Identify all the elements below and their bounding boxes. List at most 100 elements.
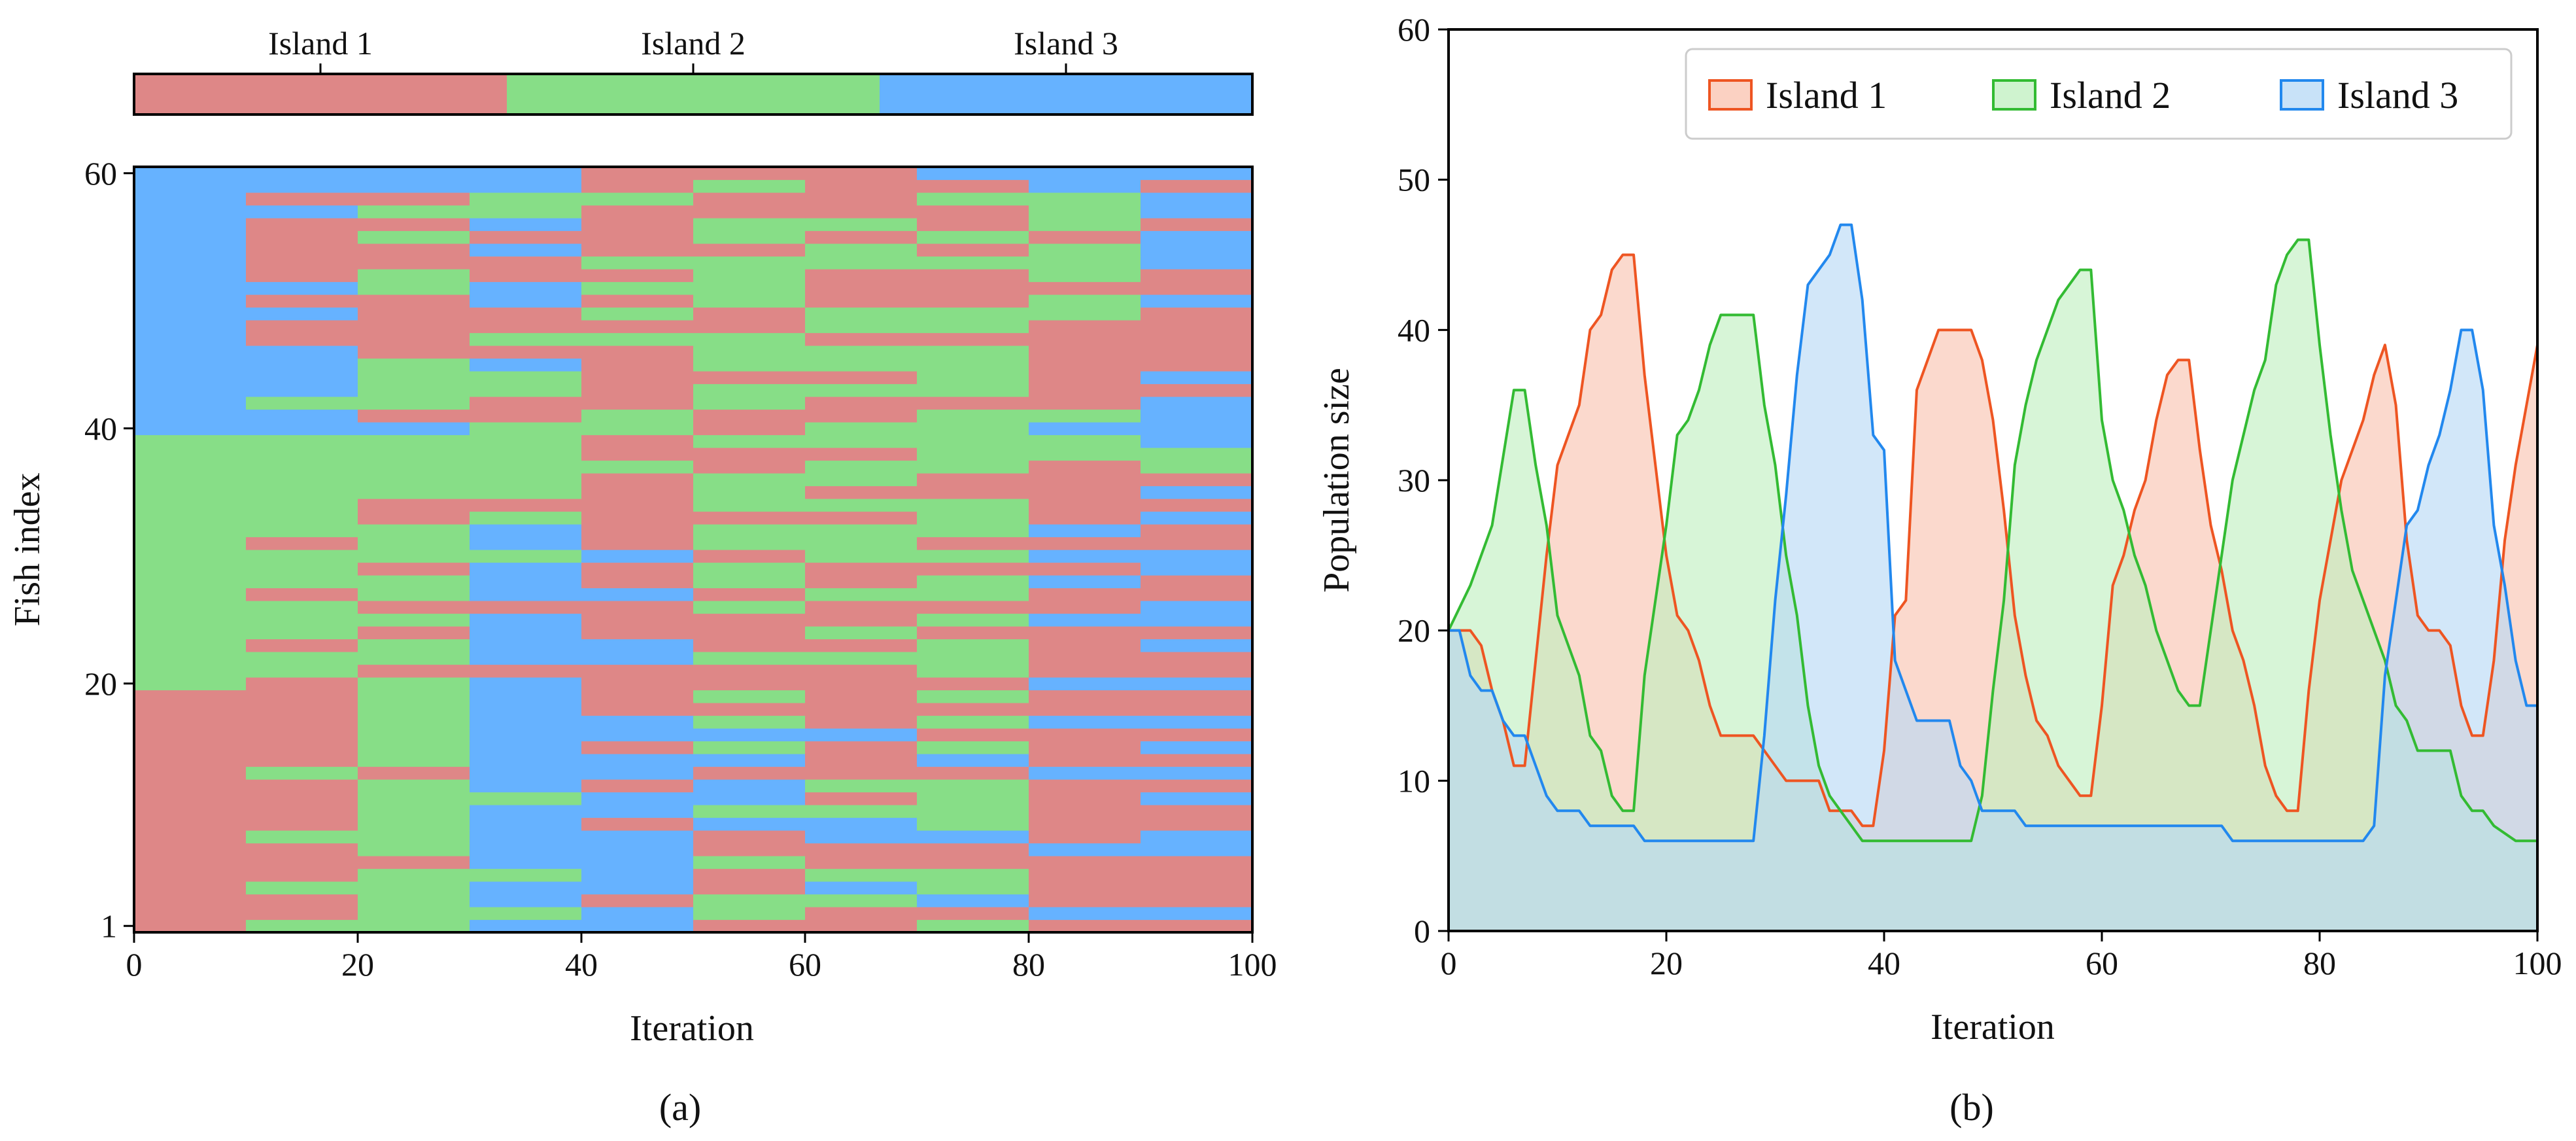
heatmap-cell-fish-13-block-9	[1141, 766, 1253, 780]
heatmap-cell-fish-24-block-4	[581, 626, 694, 640]
heatmap-cell-fish-46-block-3	[470, 345, 582, 359]
area-ytick-label: 0	[1414, 913, 1430, 949]
heatmap-cell-fish-30-block-9	[1141, 550, 1253, 563]
heatmap-cell-fish-29-block-0	[134, 562, 247, 576]
heatmap-cell-fish-39-block-5	[693, 434, 806, 448]
heatmap-cell-fish-18-block-3	[470, 703, 582, 716]
heatmap-cell-fish-26-block-0	[134, 601, 247, 614]
heatmap-cell-fish-38-block-3	[470, 448, 582, 461]
heatmap-cell-fish-46-block-2	[358, 345, 470, 359]
heatmap-cell-fish-49-block-9	[1141, 307, 1253, 321]
heatmap-cell-fish-49-block-7	[917, 307, 1029, 321]
heatmap-cell-fish-40-block-7	[917, 422, 1029, 436]
heatmap-cell-fish-18-block-5	[693, 703, 806, 716]
area-ytick-label: 30	[1398, 462, 1430, 499]
heatmap-cell-fish-9-block-4	[581, 817, 694, 831]
heatmap-cell-fish-14-block-2	[358, 754, 470, 767]
heatmap-cell-fish-23-block-6	[805, 639, 918, 652]
legend-label-1: Island 1	[1766, 74, 1887, 116]
heatmap-cell-fish-18-block-6	[805, 703, 918, 716]
heatmap-cell-fish-58-block-9	[1141, 192, 1253, 206]
heatmap-cell-fish-58-block-7	[917, 192, 1029, 206]
heatmap-cell-fish-52-block-3	[470, 269, 582, 283]
heatmap-cell-fish-30-block-3	[470, 550, 582, 563]
heatmap-cell-fish-26-block-6	[805, 601, 918, 614]
heatmap-cell-fish-53-block-8	[1029, 256, 1141, 270]
heatmap-cell-fish-15-block-8	[1029, 741, 1141, 754]
heatmap-cell-fish-15-block-2	[358, 741, 470, 754]
area-xtick-label: 20	[1650, 945, 1683, 981]
heatmap-cell-fish-48-block-7	[917, 320, 1029, 334]
heatmap-cell-fish-21-block-9	[1141, 664, 1253, 678]
heatmap-xtick-label: 0	[126, 946, 143, 983]
heatmap-cell-fish-37-block-7	[917, 460, 1029, 474]
heatmap-cell-fish-47-block-7	[917, 332, 1029, 346]
heatmap-cell-fish-18-block-8	[1029, 703, 1141, 716]
heatmap-cell-fish-49-block-3	[470, 307, 582, 321]
heatmap-cell-fish-58-block-4	[581, 192, 694, 206]
heatmap-cell-fish-36-block-1	[246, 473, 358, 487]
heatmap-cell-fish-60-block-7	[917, 167, 1029, 181]
heatmap-cell-fish-18-block-4	[581, 703, 694, 716]
heatmap-cell-fish-7-block-5	[693, 843, 806, 856]
heatmap-cell-fish-12-block-3	[470, 779, 582, 793]
heatmap-cell-fish-30-block-5	[693, 550, 806, 563]
heatmap-cell-fish-42-block-0	[134, 396, 247, 410]
legend-swatch-3	[2280, 79, 2324, 111]
heatmap-frame	[133, 166, 1254, 934]
heatmap-cell-fish-52-block-5	[693, 269, 806, 283]
panel-b-label: (b)	[1949, 1086, 1994, 1129]
heatmap-cell-fish-59-block-9	[1141, 179, 1253, 193]
heatmap-cell-fish-56-block-5	[693, 218, 806, 232]
heatmap-cell-fish-39-block-0	[134, 434, 247, 448]
heatmap-xtick-label: 80	[1012, 946, 1045, 983]
heatmap-cell-fish-7-block-1	[246, 843, 358, 856]
heatmap-cell-fish-31-block-7	[917, 536, 1029, 550]
heatmap-cell-fish-13-block-4	[581, 766, 694, 780]
heatmap-cell-fish-55-block-9	[1141, 230, 1253, 244]
heatmap-cell-fish-44-block-0	[134, 371, 247, 385]
heatmap-cell-fish-27-block-2	[358, 588, 470, 601]
heatmap-cell-fish-12-block-5	[693, 779, 806, 793]
heatmap-cell-fish-3-block-0	[134, 894, 247, 907]
heatmap-cell-fish-52-block-6	[805, 269, 918, 283]
heatmap-cell-fish-60-block-4	[581, 167, 694, 181]
heatmap-cell-fish-24-block-3	[470, 626, 582, 640]
heatmap-cell-fish-24-block-9	[1141, 626, 1253, 640]
heatmap-cell-fish-53-block-6	[805, 256, 918, 270]
heatmap-cell-fish-21-block-7	[917, 664, 1029, 678]
heatmap-cell-fish-31-block-1	[246, 536, 358, 550]
area-ylabel: Population size	[1316, 368, 1357, 593]
heatmap-cell-fish-24-block-1	[246, 626, 358, 640]
heatmap-cell-fish-23-block-7	[917, 639, 1029, 652]
heatmap-cell-fish-36-block-9	[1141, 473, 1253, 487]
heatmap-cell-fish-7-block-7	[917, 843, 1029, 856]
heatmap-cell-fish-12-block-8	[1029, 779, 1141, 793]
heatmap-cell-fish-19-block-4	[581, 690, 694, 703]
heatmap-cell-fish-23-block-4	[581, 639, 694, 652]
heatmap-cell-fish-30-block-8	[1029, 550, 1141, 563]
heatmap-cell-fish-54-block-2	[358, 243, 470, 257]
heatmap-cell-fish-24-block-6	[805, 626, 918, 640]
heatmap-cell-fish-51-block-2	[358, 281, 470, 295]
legend-label-3: Island 3	[2337, 74, 2458, 116]
heatmap-cell-fish-44-block-2	[358, 371, 470, 385]
heatmap-cell-fish-23-block-0	[134, 639, 247, 652]
heatmap-cell-fish-31-block-5	[693, 536, 806, 550]
heatmap-cell-fish-22-block-0	[134, 652, 247, 665]
heatmap-cell-fish-11-block-9	[1141, 792, 1253, 805]
heatmap-cell-fish-25-block-2	[358, 613, 470, 627]
heatmap-cell-fish-4-block-4	[581, 881, 694, 895]
heatmap-cell-fish-6-block-6	[805, 856, 918, 869]
heatmap-cell-fish-23-block-1	[246, 639, 358, 652]
heatmap-cell-fish-54-block-0	[134, 243, 247, 257]
heatmap-cell-fish-18-block-1	[246, 703, 358, 716]
heatmap-cell-fish-25-block-7	[917, 613, 1029, 627]
heatmap-cell-fish-54-block-3	[470, 243, 582, 257]
heatmap-cell-fish-50-block-4	[581, 294, 694, 308]
heatmap-cell-fish-47-block-6	[805, 332, 918, 346]
heatmap-cell-fish-29-block-9	[1141, 562, 1253, 576]
heatmap-cell-fish-6-block-7	[917, 856, 1029, 869]
heatmap-cell-fish-35-block-9	[1141, 485, 1253, 499]
